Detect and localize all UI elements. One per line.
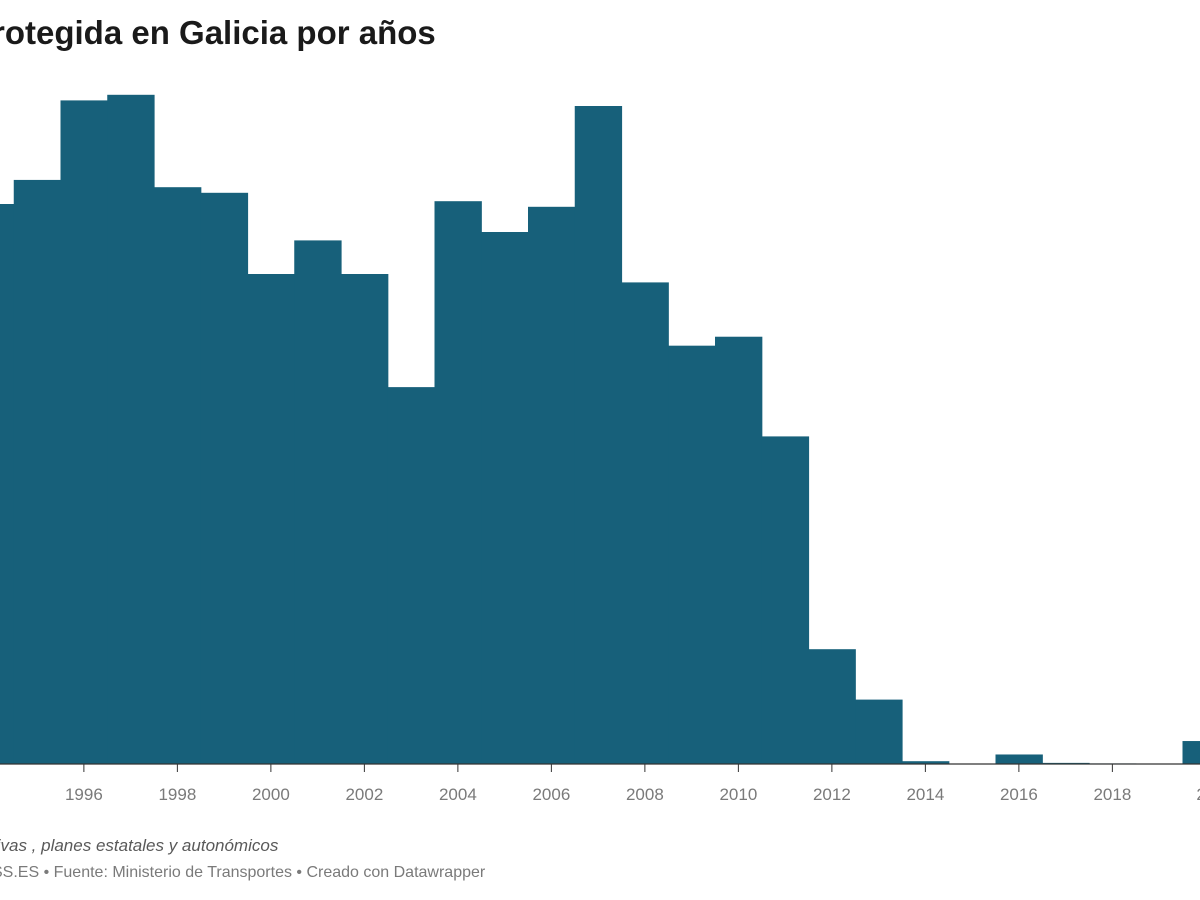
bar-2016	[995, 754, 1043, 764]
bar-2010	[715, 336, 763, 764]
x-tick-label-12: 2018	[1093, 785, 1131, 804]
x-tick-label-2: 1998	[158, 785, 196, 804]
bar-2009	[668, 345, 716, 764]
bar-2007	[574, 106, 623, 764]
bar-2006	[528, 206, 576, 765]
x-tick-label-9: 2012	[813, 785, 851, 804]
x-tick-label-13: 20	[1196, 785, 1200, 804]
x-tick-label-6: 2006	[532, 785, 570, 804]
x-tick-label-7: 2008	[626, 785, 664, 804]
bar-2004	[434, 201, 482, 764]
x-tick-label-3: 2000	[252, 785, 290, 804]
bar-chart: 4199619982000200220042006200820102012201…	[0, 94, 1200, 804]
x-tick-label-5: 2004	[439, 785, 477, 804]
x-axis-tick-labels: 4199619982000200220042006200820102012201…	[65, 785, 1200, 804]
bar-1999	[200, 192, 249, 765]
bar-1996	[60, 100, 108, 764]
bar-1995	[13, 179, 62, 765]
x-tick-label-8: 2010	[719, 785, 757, 804]
x-tick-label-10: 2014	[906, 785, 944, 804]
bar-2000	[247, 274, 295, 764]
bar-2005	[481, 232, 529, 764]
bar-2001	[294, 240, 342, 764]
x-tick-label-11: 2016	[1000, 785, 1038, 804]
bars-group	[0, 94, 1200, 765]
bar-1997	[107, 94, 155, 765]
bar-2020	[1182, 741, 1200, 764]
bar-1994	[0, 204, 15, 764]
x-tick-label-1: 1996	[65, 785, 103, 804]
bar-2003	[387, 387, 436, 764]
bar-2013	[855, 699, 903, 764]
bar-2002	[341, 274, 389, 764]
chart-title: rotegida en Galicia por años	[0, 14, 436, 51]
chart-footer: SS.ES • Fuente: Ministerio de Transporte…	[0, 864, 486, 881]
x-axis-ticks	[83, 764, 1113, 772]
bar-2012	[808, 649, 856, 764]
bar-2014	[902, 761, 950, 764]
chart-notes: tivas , planes estatales y autonómicos	[0, 836, 279, 855]
bar-2008	[621, 282, 669, 764]
bar-1998	[154, 187, 202, 764]
bar-2011	[761, 436, 810, 764]
x-tick-label-4: 2002	[345, 785, 383, 804]
